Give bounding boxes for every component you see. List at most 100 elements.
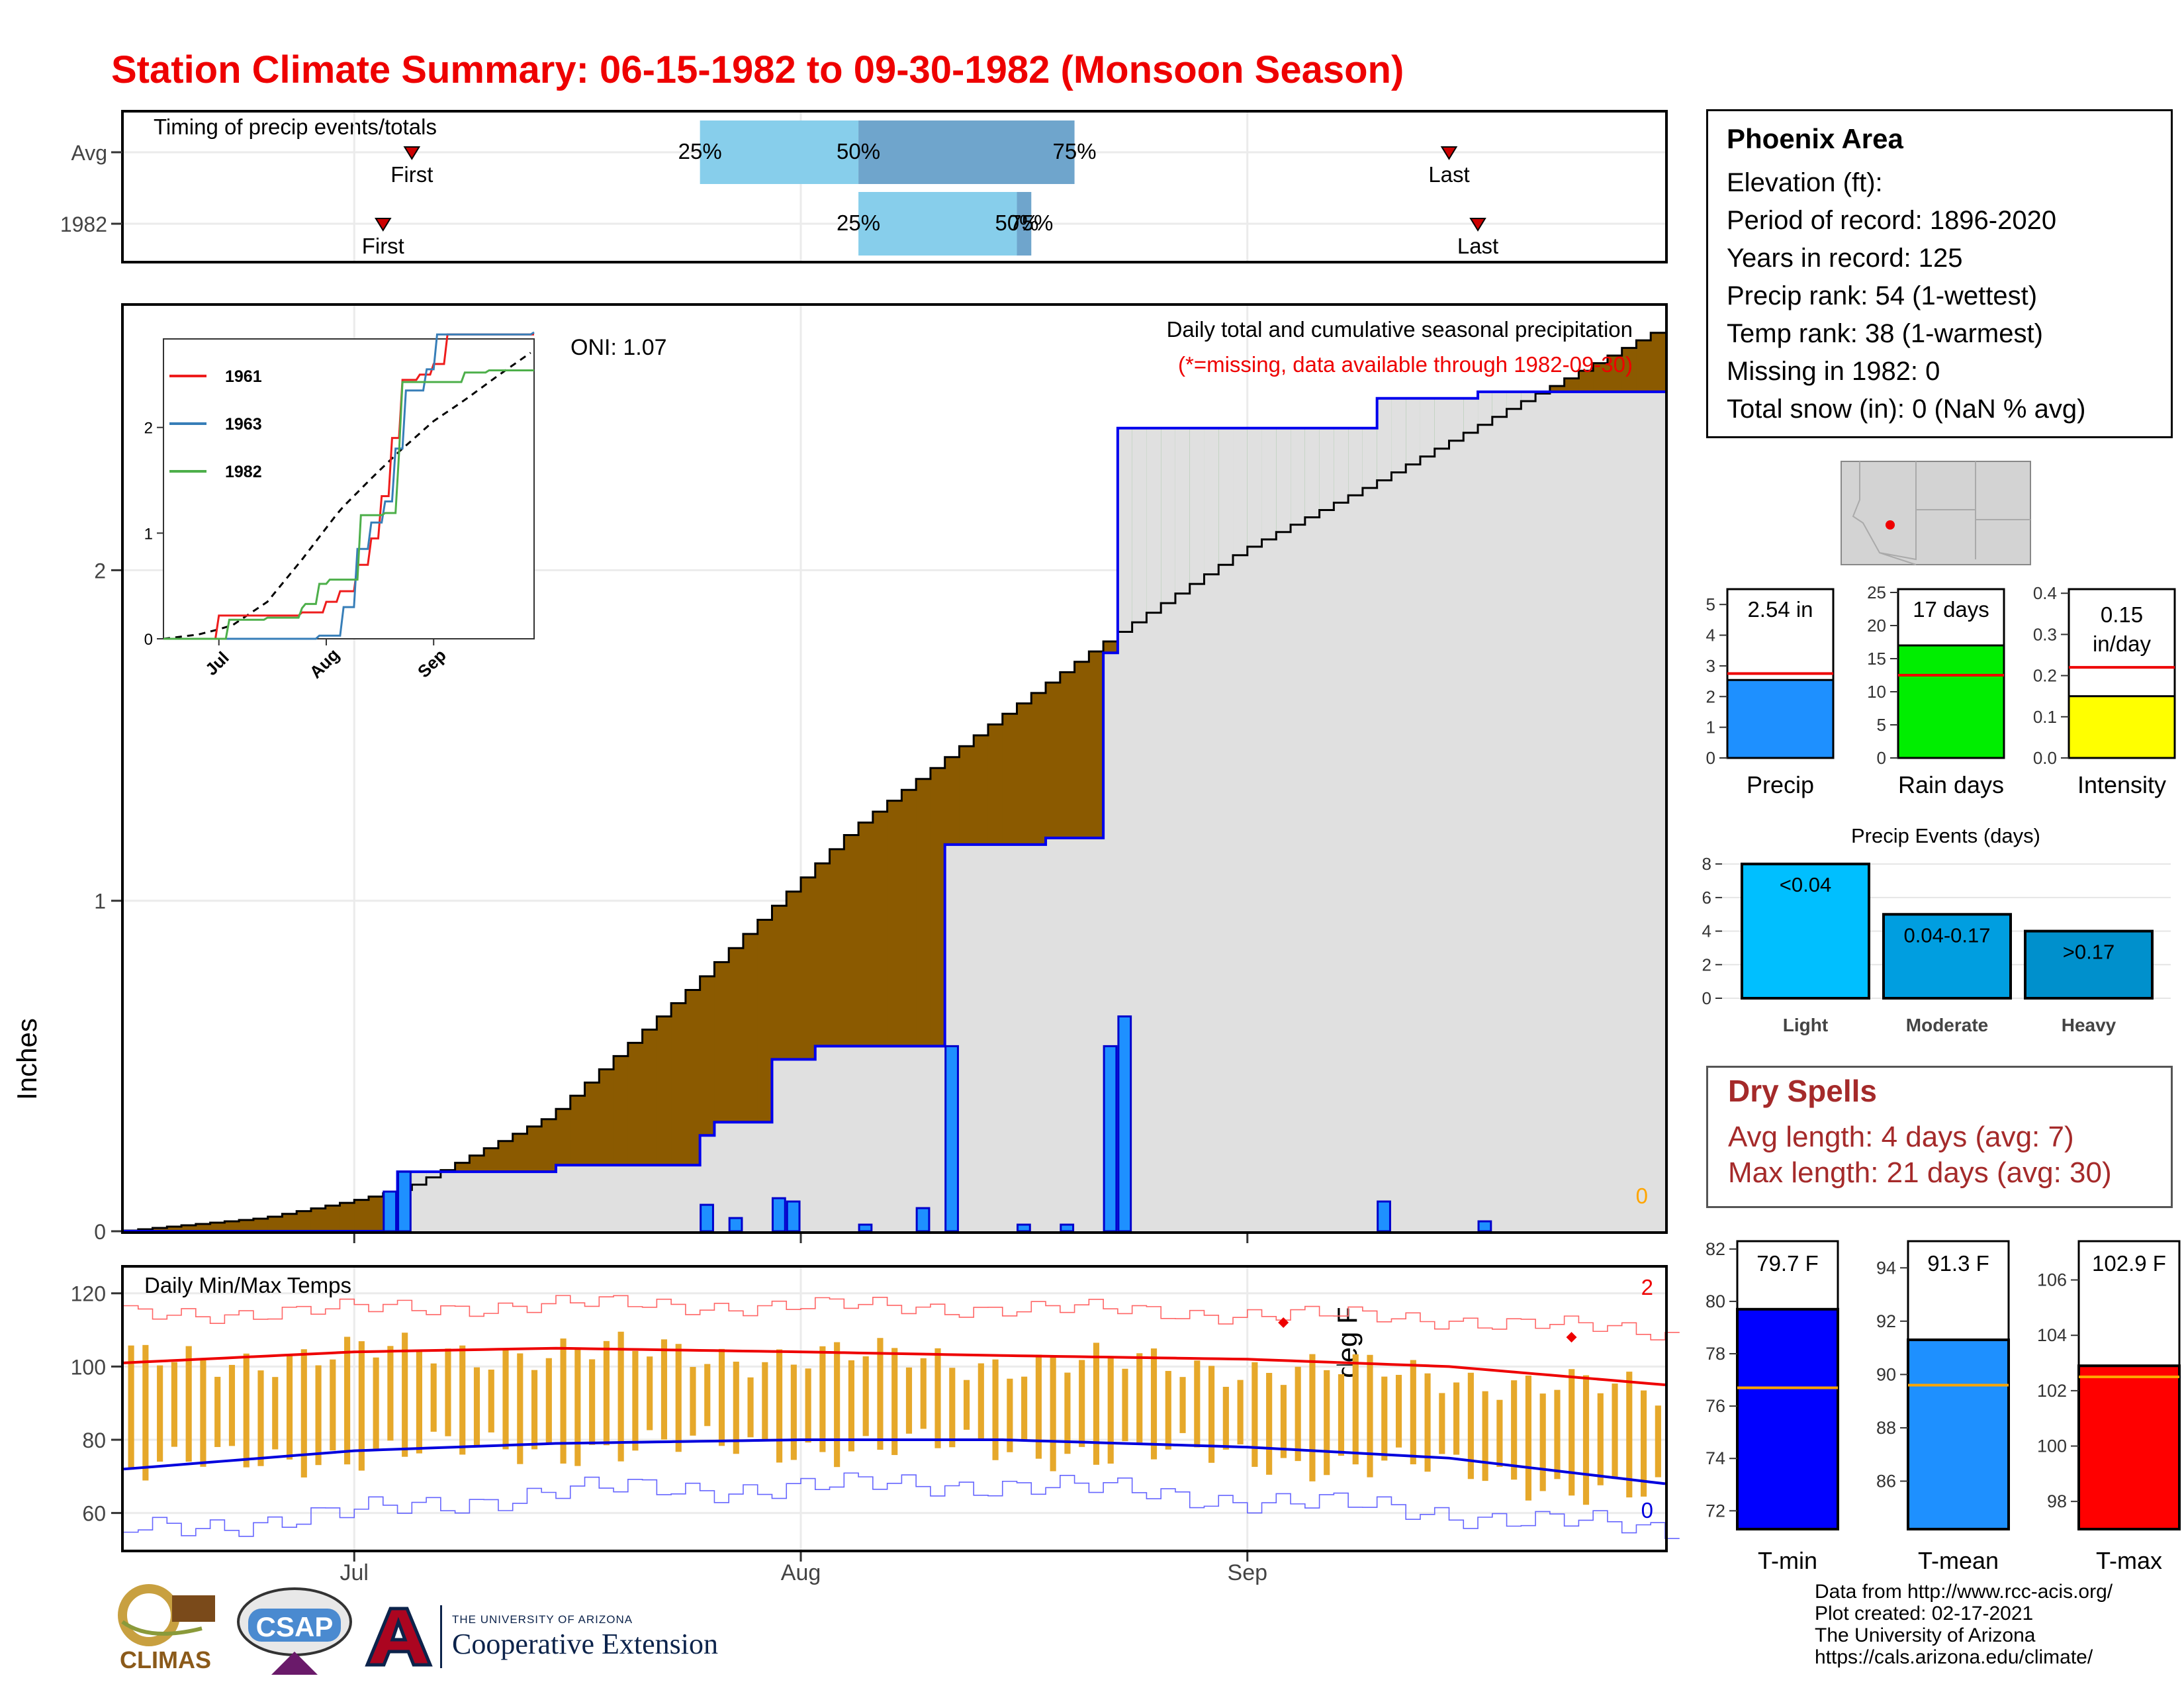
- temp-summary-tick-label: 78: [1706, 1344, 1725, 1364]
- deficit-area: [340, 1203, 355, 1231]
- summary-value-bar: [2068, 695, 2176, 759]
- observed-cumulative-area: [1291, 428, 1306, 1231]
- summary-bars: 0 1 2 3 4 5 2.54 in Precip 0 5 10 15 20 25 17 days Rain…: [1706, 583, 2176, 798]
- daily-temp-range-bar: [718, 1348, 725, 1446]
- deficit-area: [642, 1029, 657, 1166]
- daily-precip-bar: [944, 1045, 959, 1233]
- daily-temp-range-bar: [1179, 1377, 1186, 1433]
- daily-temp-range-bar: [1554, 1389, 1561, 1479]
- observed-cumulative-area: [1189, 428, 1205, 1231]
- daily-temp-range-bar: [445, 1348, 451, 1436]
- deficit-area: [657, 1016, 672, 1166]
- summary-tick-label: 0.4: [2033, 583, 2057, 603]
- temp-label: Daily Min/Max Temps: [144, 1273, 351, 1297]
- temp-summary-tick-label: 76: [1706, 1396, 1725, 1416]
- deficit-area: [541, 1119, 557, 1172]
- daily-temp-range-bar: [1424, 1373, 1431, 1472]
- daily-temp-range-bar: [1050, 1357, 1056, 1472]
- deficit-area: [1103, 641, 1118, 653]
- station-line: Missing in 1982: 0: [1727, 357, 1940, 386]
- daily-temp-range-bar: [891, 1348, 898, 1456]
- deficit-area: [498, 1141, 514, 1172]
- events-category-label: Light: [1783, 1015, 1828, 1035]
- daily-temp-range-bar: [1410, 1360, 1416, 1465]
- summary-tick-label: 15: [1867, 649, 1886, 669]
- precip-chart: Inches 0 1 2 ONI: 1.07 Daily total and cum…: [11, 303, 1668, 1244]
- temp-summary-category-label: T-mean: [1918, 1547, 1999, 1574]
- events-tick-label: 4: [1702, 921, 1711, 941]
- temp-summary-tick-label: 102: [2037, 1381, 2067, 1401]
- observed-cumulative-area: [1175, 428, 1191, 1231]
- deficit-area: [815, 863, 831, 1047]
- station-name: Phoenix Area: [1727, 123, 1903, 154]
- daily-temp-range-bar: [1439, 1393, 1445, 1454]
- deficit-area: [1651, 332, 1666, 392]
- deficit-area: [253, 1219, 269, 1231]
- daily-temp-range-bar: [473, 1367, 480, 1446]
- daily-temp-range-bar: [1467, 1372, 1474, 1479]
- temp-tick-label-y: 60: [82, 1502, 106, 1526]
- daily-temp-range-bar: [1222, 1387, 1229, 1450]
- daily-temp-range-bar: [1367, 1354, 1373, 1477]
- observed-cumulative-area: [1002, 844, 1018, 1231]
- csap-logo-text: CSAP: [256, 1611, 334, 1642]
- record-min-line: [124, 1472, 1680, 1540]
- daily-precip-bar: [1060, 1223, 1075, 1233]
- daily-temp-range-bar: [1165, 1371, 1171, 1450]
- daily-temp-range-bar: [1569, 1369, 1575, 1496]
- observed-cumulative-area: [1161, 428, 1176, 1231]
- station-line: Period of record: 1896-2020: [1727, 206, 2057, 235]
- observed-cumulative-area: [1319, 428, 1334, 1231]
- deficit-area: [714, 962, 729, 1123]
- daily-temp-range-bar: [790, 1364, 797, 1460]
- daily-temp-range-bar: [1395, 1374, 1402, 1448]
- timing-p75-label: 75%: [1009, 211, 1053, 235]
- daily-temp-range-bar: [1539, 1393, 1546, 1491]
- observed-cumulative-area: [1449, 398, 1464, 1231]
- observed-cumulative-area: [959, 844, 974, 1231]
- daily-temp-range-bar: [1381, 1376, 1388, 1461]
- deficit-area: [1621, 348, 1637, 392]
- state-borders: [1852, 461, 2030, 565]
- observed-cumulative-area: [1607, 391, 1623, 1232]
- daily-temp-range-bar: [704, 1364, 711, 1427]
- observed-cumulative-area: [1593, 391, 1608, 1232]
- temperature-summary-bars: 72 74 76 78 80 82 79.7 F T-min 86 88 90 92 94 91.3 F T…: [1706, 1239, 2181, 1574]
- daily-temp-range-bar: [589, 1359, 596, 1445]
- daily-temp-range-bar: [1640, 1390, 1647, 1497]
- deficit-area: [887, 800, 902, 1047]
- daily-temp-range-bar: [545, 1358, 552, 1444]
- observed-cumulative-area: [801, 1059, 816, 1231]
- daily-precip-bar: [728, 1217, 743, 1233]
- daily-temp-range-bar: [1194, 1360, 1201, 1448]
- observed-cumulative-area: [671, 1165, 686, 1231]
- inset-year-line: [163, 369, 534, 640]
- precip-subtitle: Daily total and cumulative seasonal prec…: [1167, 317, 1633, 342]
- observed-cumulative-area: [1391, 398, 1406, 1231]
- daily-temp-range-bar: [402, 1333, 408, 1457]
- temp-summary-bar: [2077, 1364, 2181, 1530]
- observed-cumulative-area: [1261, 428, 1277, 1231]
- daily-temp-range-bar: [1496, 1399, 1503, 1468]
- station-line: Precip rank: 54 (1-wettest): [1727, 281, 2038, 310]
- observed-cumulative-area: [930, 1046, 946, 1231]
- events-bar: [2024, 929, 2154, 1000]
- observed-cumulative-area: [455, 1172, 470, 1231]
- observed-cumulative-area: [1521, 391, 1536, 1232]
- precip-tick-label-y: 2: [94, 559, 106, 583]
- daily-temp-range-bar: [1035, 1354, 1042, 1459]
- observed-cumulative-area: [829, 1046, 844, 1231]
- daily-temp-range-bar: [531, 1370, 538, 1450]
- inset-chart: 0 1 2 Jul Aug Sep 1961 1963 1982: [144, 331, 535, 682]
- daily-precip-bar: [915, 1207, 931, 1233]
- daily-temp-range-bar: [257, 1370, 264, 1466]
- record-high-marker: [1566, 1332, 1577, 1343]
- deficit-area: [987, 724, 1003, 845]
- daily-temp-range-bar: [315, 1365, 322, 1466]
- observed-cumulative-area: [1406, 398, 1421, 1231]
- summary-tick-label: 2: [1706, 686, 1715, 706]
- timing-p50-label: 50%: [995, 211, 1038, 235]
- observed-cumulative-area: [1492, 391, 1508, 1232]
- record-high-marker: [1278, 1317, 1289, 1328]
- observed-cumulative-area: [872, 1046, 888, 1231]
